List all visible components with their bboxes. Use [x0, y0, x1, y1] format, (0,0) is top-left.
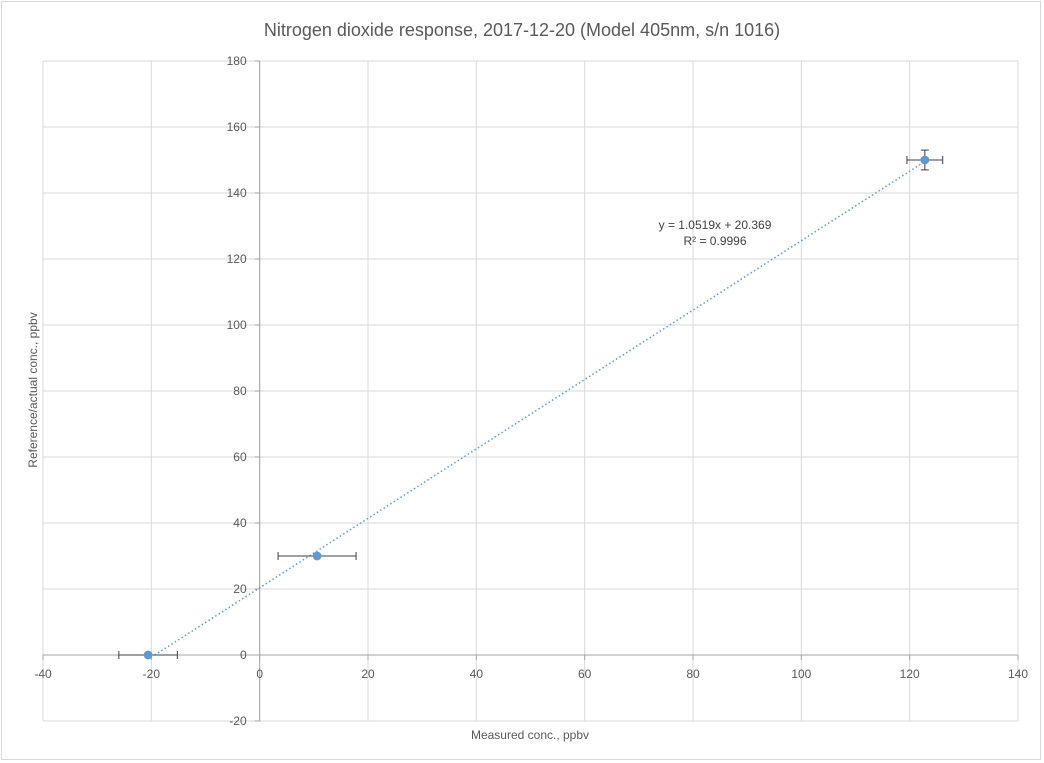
y-tick-label: 180 — [227, 54, 247, 68]
y-tick-label: 100 — [227, 318, 247, 332]
y-tick-label: -20 — [229, 714, 247, 728]
data-point — [143, 650, 153, 660]
trendline-equation: y = 1.0519x + 20.369 — [659, 218, 772, 232]
y-tick-label: 40 — [233, 516, 247, 530]
trendline-layer — [154, 159, 928, 656]
gridlines — [42, 60, 1019, 722]
x-tick-label: 140 — [1008, 667, 1028, 681]
x-tick-label: -20 — [143, 667, 161, 681]
y-tick-label: 140 — [227, 186, 247, 200]
data-points — [143, 155, 930, 660]
y-tick-label: 120 — [227, 252, 247, 266]
y-tick-label: 0 — [240, 648, 247, 662]
y-tick-label: 80 — [233, 384, 247, 398]
x-tick-label: 20 — [361, 667, 375, 681]
trendline — [154, 159, 928, 656]
x-tick-label: 120 — [900, 667, 920, 681]
axes — [42, 60, 1019, 722]
x-tick-label: 0 — [256, 667, 263, 681]
x-tick-label: -40 — [34, 667, 52, 681]
x-axis-title: Measured conc., ppbv — [471, 728, 589, 742]
y-tick-label: 160 — [227, 120, 247, 134]
tick-labels: -40 -20 0 20 40 60 80 100 120 140 -20 0 20 40 60 80 100 1… — [34, 54, 1028, 728]
x-tick-label: 40 — [470, 667, 484, 681]
y-tick-label: 20 — [233, 582, 247, 596]
y-axis-title: Reference/actual conc., ppbv — [26, 312, 40, 467]
x-tick-label: 60 — [578, 667, 592, 681]
x-tick-label: 80 — [686, 667, 700, 681]
x-tick-label: 100 — [791, 667, 811, 681]
chart-title: Nitrogen dioxide response, 2017-12-20 (M… — [264, 20, 780, 40]
trendline-r-squared: R² = 0.9996 — [683, 234, 746, 248]
data-point — [312, 551, 322, 561]
y-tick-label: 60 — [233, 450, 247, 464]
data-point — [920, 155, 930, 165]
